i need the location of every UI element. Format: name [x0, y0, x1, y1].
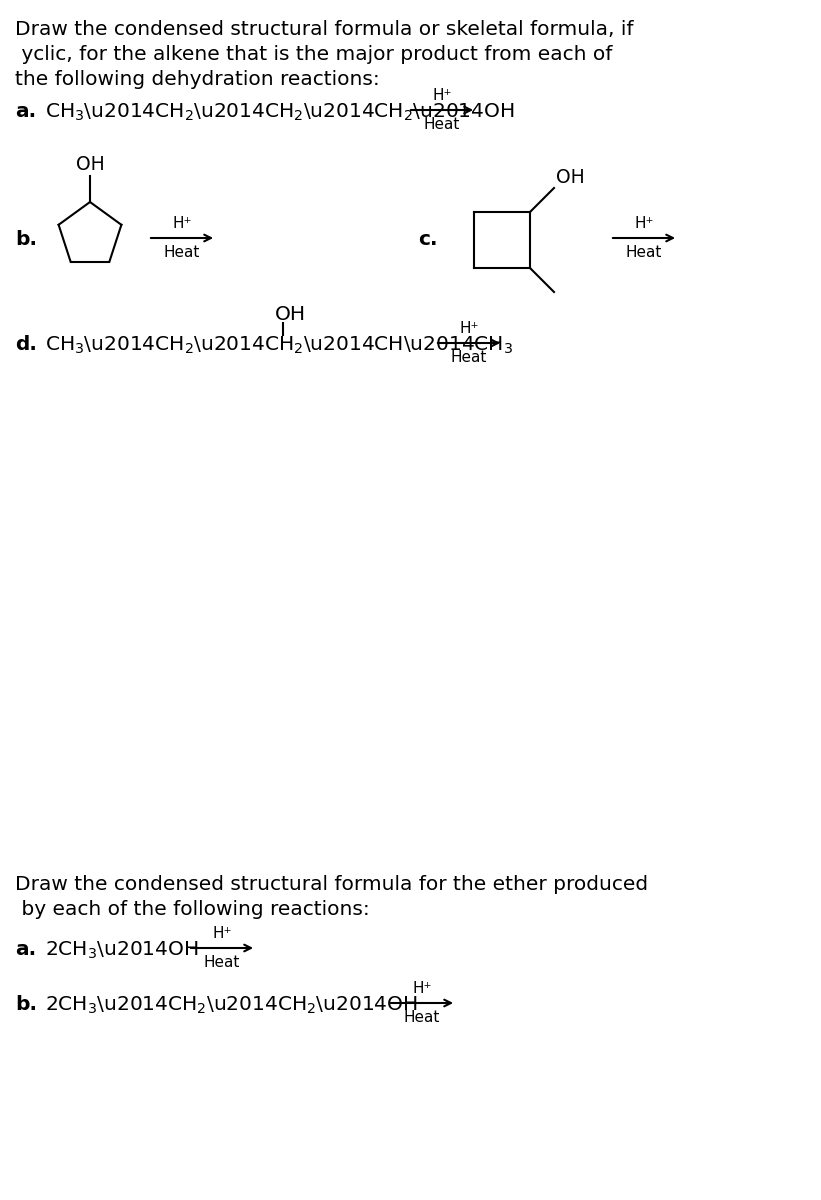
- Text: a.: a.: [15, 102, 36, 121]
- Text: CH$_3$\u2014CH$_2$\u2014CH$_2$\u2014CH\u2014CH$_3$: CH$_3$\u2014CH$_2$\u2014CH$_2$\u2014CH\u…: [45, 335, 513, 356]
- Text: 2CH$_3$\u2014OH: 2CH$_3$\u2014OH: [45, 940, 199, 961]
- Text: c.: c.: [418, 230, 438, 248]
- Text: Heat: Heat: [164, 245, 200, 260]
- Text: Heat: Heat: [404, 1010, 440, 1025]
- Text: H⁺: H⁺: [459, 320, 479, 336]
- Text: H⁺: H⁺: [432, 88, 452, 103]
- Text: CH$_3$\u2014CH$_2$\u2014CH$_2$\u2014CH$_2$\u2014OH: CH$_3$\u2014CH$_2$\u2014CH$_2$\u2014CH$_…: [45, 102, 515, 124]
- Text: b.: b.: [15, 230, 37, 248]
- Text: a.: a.: [15, 940, 36, 959]
- Text: H⁺: H⁺: [635, 216, 654, 230]
- Text: b.: b.: [15, 995, 37, 1014]
- Text: d.: d.: [15, 335, 37, 354]
- Text: H⁺: H⁺: [213, 926, 232, 941]
- Text: OH: OH: [275, 305, 306, 324]
- Text: the following dehydration reactions:: the following dehydration reactions:: [15, 70, 380, 89]
- Text: Heat: Heat: [451, 350, 487, 365]
- Text: Heat: Heat: [626, 245, 663, 260]
- Text: yclic, for the alkene that is the major product from each of: yclic, for the alkene that is the major …: [15, 44, 612, 64]
- Text: OH: OH: [556, 168, 585, 187]
- Text: by each of the following reactions:: by each of the following reactions:: [15, 900, 369, 919]
- Text: H⁺: H⁺: [412, 982, 432, 996]
- Text: OH: OH: [76, 155, 104, 174]
- Text: Heat: Heat: [424, 116, 461, 132]
- Text: 2CH$_3$\u2014CH$_2$\u2014CH$_2$\u2014OH: 2CH$_3$\u2014CH$_2$\u2014CH$_2$\u2014OH: [45, 995, 418, 1016]
- Text: Heat: Heat: [204, 955, 241, 970]
- Text: H⁺: H⁺: [172, 216, 192, 230]
- Text: Draw the condensed structural formula or skeletal formula, if: Draw the condensed structural formula or…: [15, 20, 634, 38]
- Text: Draw the condensed structural formula for the ether produced: Draw the condensed structural formula fo…: [15, 875, 648, 894]
